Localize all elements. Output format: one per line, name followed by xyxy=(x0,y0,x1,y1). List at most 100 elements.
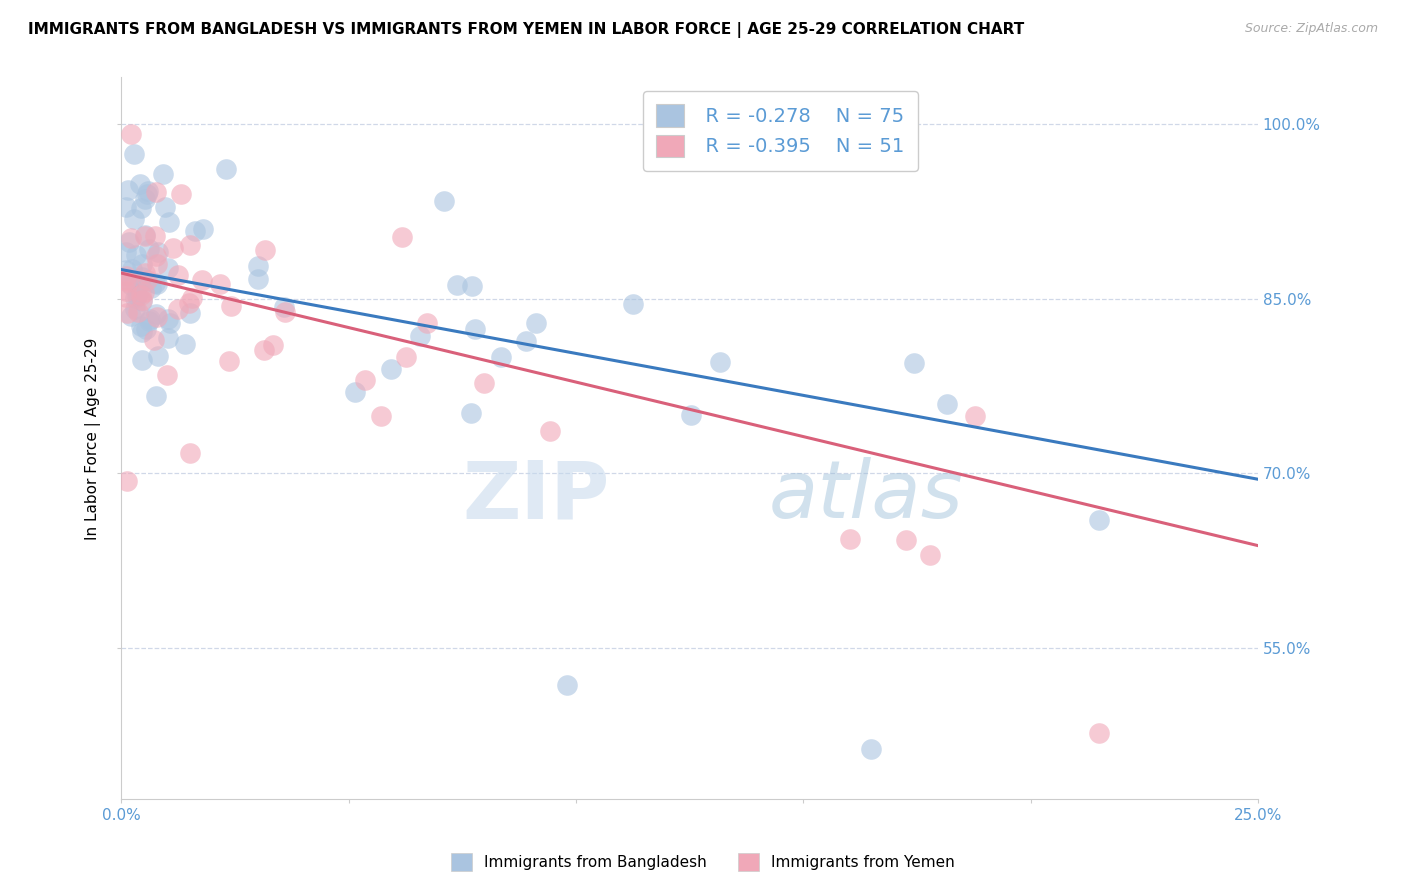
Point xyxy=(115,263,138,277)
Point xyxy=(621,297,644,311)
Point xyxy=(218,354,240,368)
Point xyxy=(146,277,169,291)
Point xyxy=(254,243,277,257)
Point xyxy=(253,343,276,358)
Point xyxy=(115,306,138,320)
Point xyxy=(115,273,138,287)
Point xyxy=(461,279,484,293)
Point xyxy=(162,241,184,255)
Point xyxy=(118,235,141,250)
Point xyxy=(125,289,148,303)
Point xyxy=(115,475,138,489)
Point xyxy=(159,316,181,330)
Point xyxy=(460,406,482,420)
Point xyxy=(153,200,176,214)
Point xyxy=(122,147,145,161)
Point xyxy=(157,311,180,326)
Point xyxy=(179,446,201,460)
Point xyxy=(935,397,957,411)
Point xyxy=(131,201,153,215)
Point xyxy=(146,257,169,271)
Point xyxy=(134,229,156,244)
Point xyxy=(343,384,366,399)
Point xyxy=(135,321,157,335)
Point xyxy=(134,228,156,243)
Point xyxy=(115,272,138,286)
Point xyxy=(157,215,180,229)
Point xyxy=(127,287,149,301)
Point xyxy=(146,310,169,324)
Point xyxy=(167,302,190,317)
Point xyxy=(152,167,174,181)
Point xyxy=(354,373,377,387)
Point xyxy=(156,331,179,345)
Text: IMMIGRANTS FROM BANGLADESH VS IMMIGRANTS FROM YEMEN IN LABOR FORCE | AGE 25-29 C: IMMIGRANTS FROM BANGLADESH VS IMMIGRANTS… xyxy=(28,22,1025,38)
Point xyxy=(145,249,167,263)
Point xyxy=(709,355,731,369)
Point xyxy=(122,212,145,227)
Point xyxy=(128,178,150,192)
Point xyxy=(860,742,883,756)
Point xyxy=(464,322,486,336)
Point xyxy=(120,310,142,324)
Point xyxy=(115,285,138,299)
Point xyxy=(131,353,153,368)
Point xyxy=(138,242,160,256)
Point xyxy=(138,314,160,328)
Point xyxy=(135,187,157,202)
Point xyxy=(1087,726,1109,740)
Point xyxy=(115,290,138,304)
Point xyxy=(146,349,169,363)
Point xyxy=(134,192,156,206)
Point xyxy=(179,238,201,252)
Point xyxy=(395,350,418,364)
Point xyxy=(145,185,167,199)
Point xyxy=(409,329,432,343)
Point xyxy=(446,278,468,293)
Point xyxy=(489,350,512,364)
Point xyxy=(117,275,139,289)
Point xyxy=(124,248,146,262)
Point xyxy=(894,533,917,548)
Point xyxy=(524,316,547,330)
Point xyxy=(125,278,148,293)
Point xyxy=(121,261,143,276)
Point xyxy=(143,333,166,347)
Point xyxy=(146,244,169,259)
Point xyxy=(129,288,152,302)
Text: atlas: atlas xyxy=(769,458,965,535)
Point xyxy=(177,295,200,310)
Point xyxy=(208,277,231,291)
Point xyxy=(167,268,190,283)
Point xyxy=(115,200,138,214)
Point xyxy=(120,277,142,292)
Point xyxy=(472,376,495,391)
Point xyxy=(127,305,149,319)
Point xyxy=(120,231,142,245)
Point xyxy=(1088,513,1111,527)
Legend:   R = -0.278    N = 75,   R = -0.395    N = 51: R = -0.278 N = 75, R = -0.395 N = 51 xyxy=(643,91,918,170)
Point xyxy=(920,548,942,562)
Text: Source: ZipAtlas.com: Source: ZipAtlas.com xyxy=(1244,22,1378,36)
Point xyxy=(136,273,159,287)
Point xyxy=(246,272,269,286)
Point xyxy=(129,318,152,333)
Point xyxy=(274,305,297,319)
Point xyxy=(246,259,269,273)
Point xyxy=(131,293,153,307)
Point xyxy=(903,356,925,370)
Point xyxy=(179,306,201,320)
Point xyxy=(136,184,159,198)
Point xyxy=(183,224,205,238)
Point xyxy=(555,678,578,692)
Point xyxy=(262,338,284,352)
Point xyxy=(131,270,153,285)
Point xyxy=(143,229,166,244)
Point xyxy=(132,285,155,300)
Y-axis label: In Labor Force | Age 25-29: In Labor Force | Age 25-29 xyxy=(86,337,101,540)
Point xyxy=(515,334,537,348)
Point xyxy=(134,266,156,280)
Point xyxy=(139,311,162,326)
Point xyxy=(181,291,204,305)
Point xyxy=(131,293,153,308)
